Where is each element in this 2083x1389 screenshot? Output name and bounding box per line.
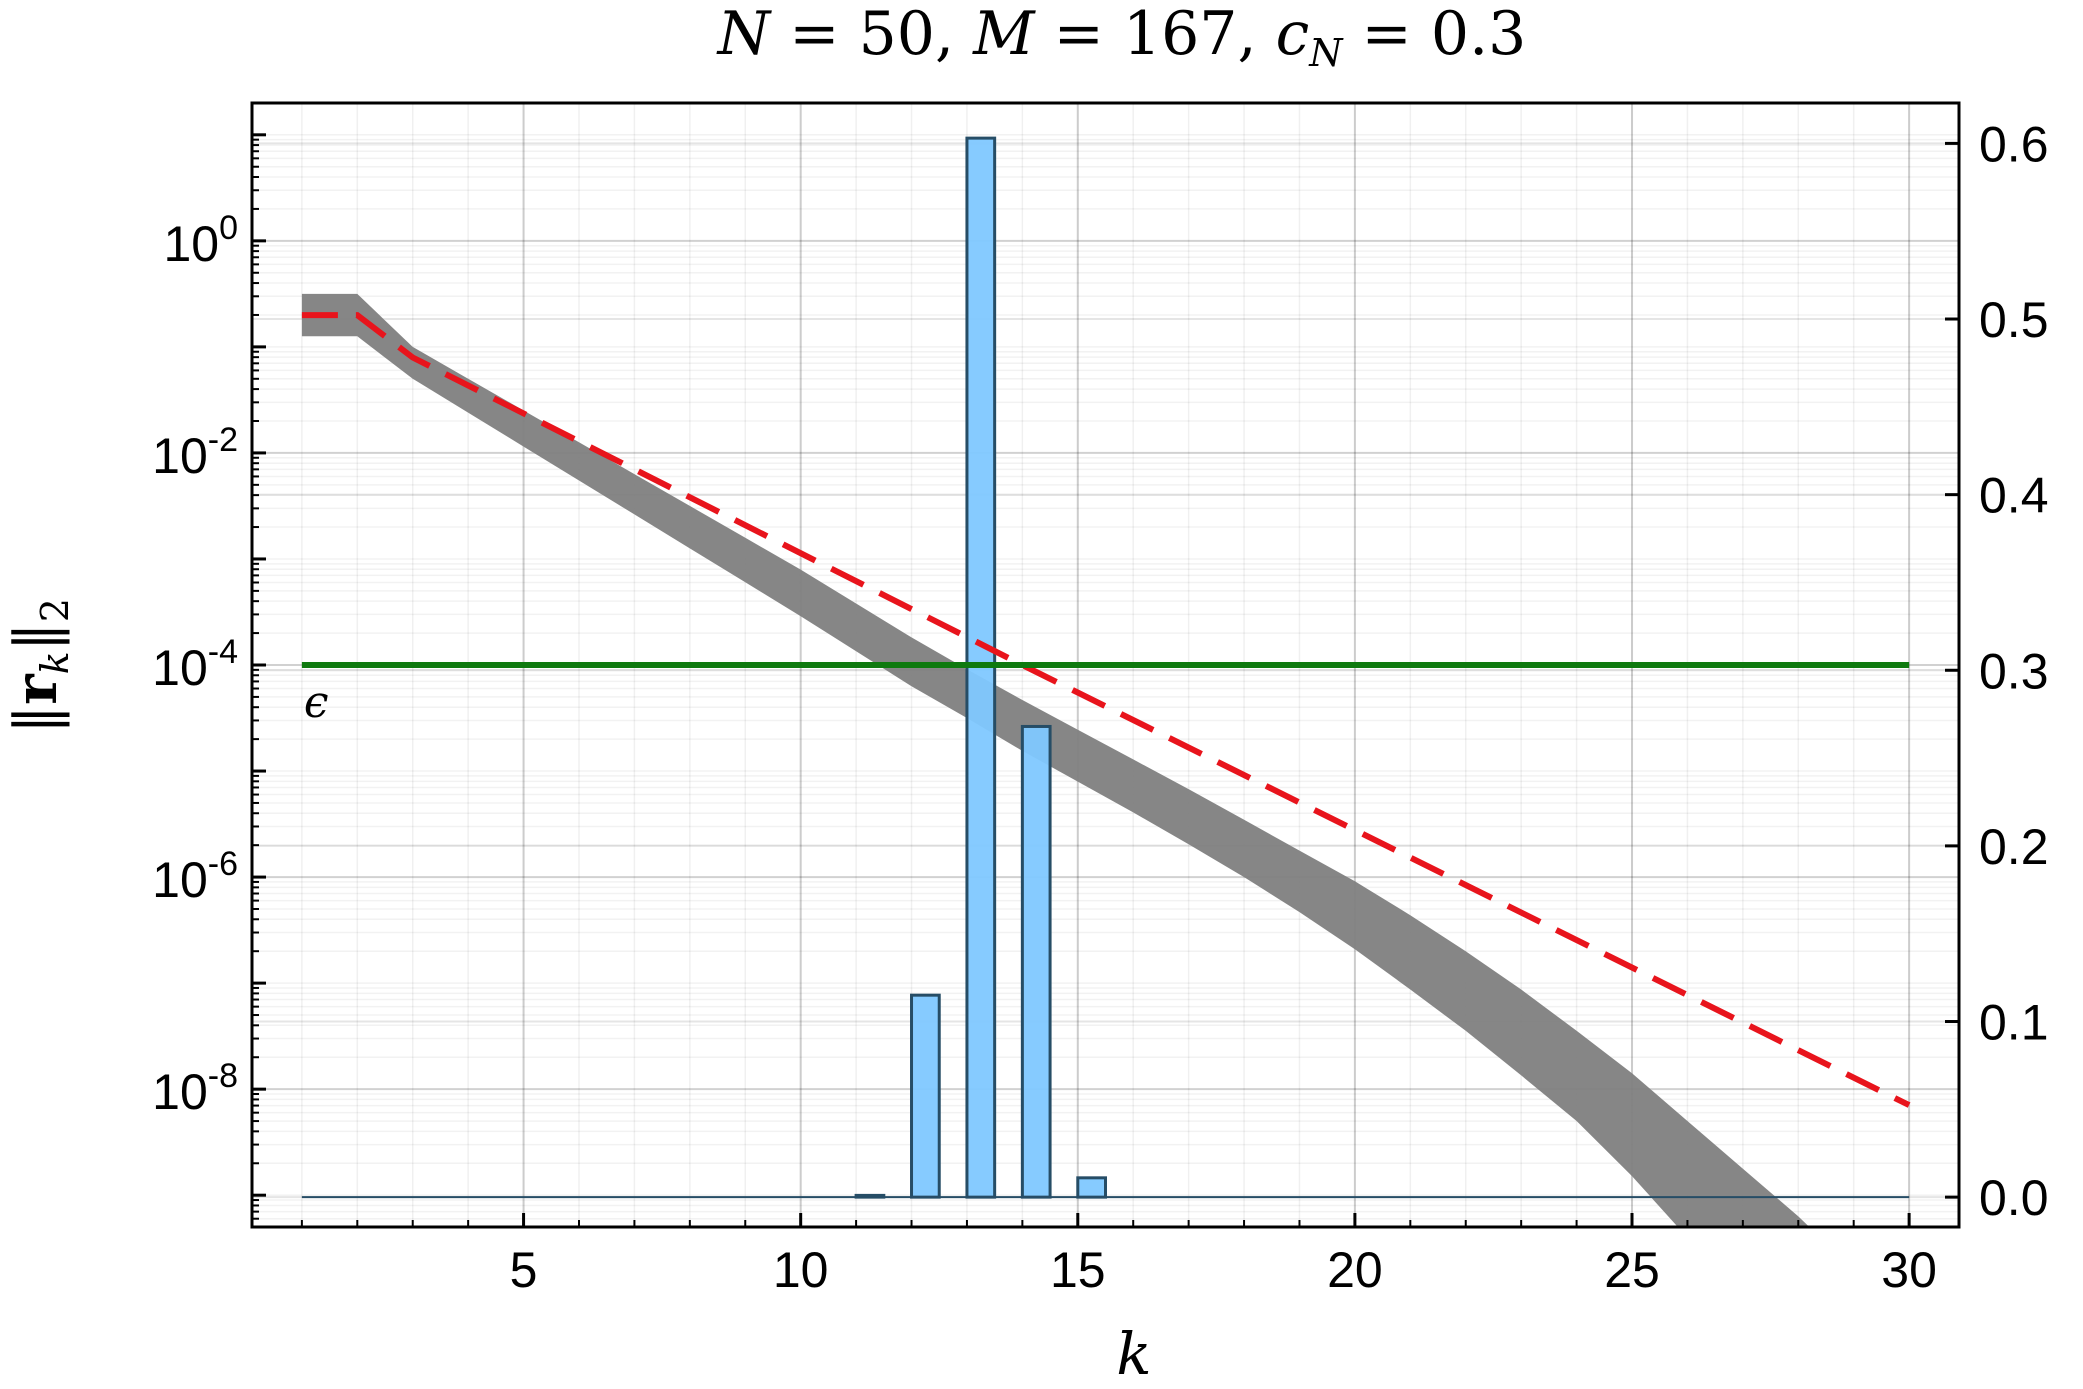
y-left-tick-label: 10-8: [152, 1057, 238, 1120]
x-tick-label: 30: [1881, 1242, 1937, 1298]
histogram-bar: [1020, 724, 1052, 1199]
y-right-tick-label: 0.0: [1979, 1170, 2049, 1226]
residual-band-layer: [301, 293, 1810, 1227]
x-axis-label: k: [1116, 1320, 1151, 1388]
reference-lines: [301, 312, 1911, 1108]
y-right-tick-label: 0.3: [1979, 643, 2049, 699]
y-axis-label-left: ‖rk‖2: [2, 598, 77, 734]
residual-band: [301, 293, 1810, 1227]
bound-dashed-line: [301, 312, 1911, 1108]
x-tick-label: 15: [1050, 1242, 1106, 1298]
y-left-tick-label: 10-2: [152, 421, 238, 484]
y-right-tick-label: 0.4: [1979, 468, 2049, 524]
y-left-tick-label: 100: [163, 209, 238, 272]
x-tick-label: 25: [1604, 1242, 1660, 1298]
y-right-tick-label: 0.5: [1979, 292, 2049, 348]
y-right-tick-label: 0.1: [1979, 995, 2049, 1051]
x-tick-label: 10: [773, 1242, 829, 1298]
y-left-tick-label: 10-6: [152, 845, 238, 908]
histogram-bar: [910, 993, 941, 1199]
x-tick-label: 5: [510, 1242, 538, 1298]
chart-title: N = 50, M = 167, cN = 0.3: [716, 0, 1527, 75]
y-left-tick-label: 10-4: [152, 633, 238, 696]
y-right-tick-label: 0.2: [1979, 819, 2049, 875]
epsilon-label: ϵ: [304, 677, 329, 728]
x-tick-label: 20: [1327, 1242, 1383, 1298]
axes: 5 10 15 20 25 30 100 10-2 10-4 10-6 10-8 0.0 0.1 0.2 0…: [152, 116, 2048, 1298]
y-right-tick-label: 0.6: [1979, 116, 2049, 172]
histogram-bar: [1076, 1176, 1107, 1199]
